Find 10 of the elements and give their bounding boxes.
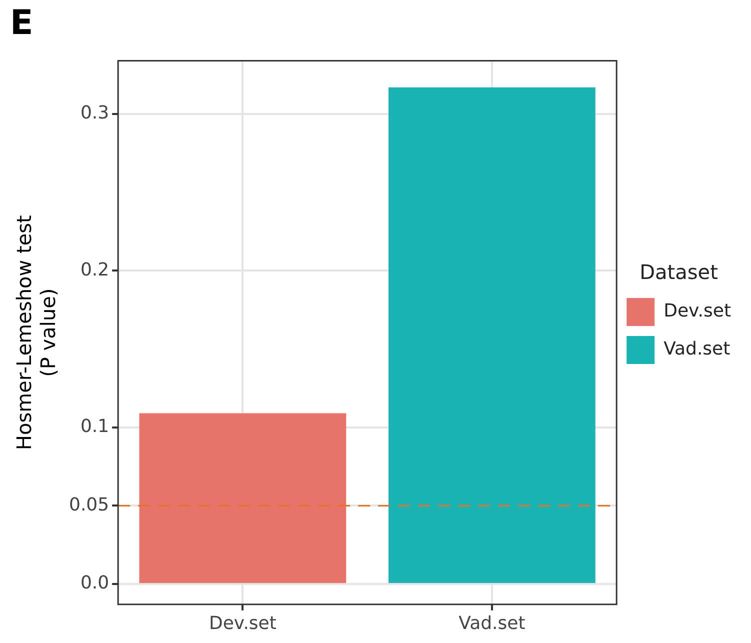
y-axis-title: Hosmer-Lemeshow test (P value) <box>12 214 60 450</box>
legend-label: Vad.set <box>664 338 730 360</box>
legend-label: Dev.set <box>664 300 731 322</box>
y-tick-label: 0.05 <box>69 494 110 516</box>
y-tick-label: 0.2 <box>80 259 110 280</box>
y-tick-label: 0.1 <box>80 416 110 438</box>
y-tick-label: 0.3 <box>80 102 110 124</box>
chart-title: E <box>10 3 34 44</box>
y-tick-label: 0.0 <box>80 572 110 594</box>
legend-title: Dataset <box>640 260 718 284</box>
